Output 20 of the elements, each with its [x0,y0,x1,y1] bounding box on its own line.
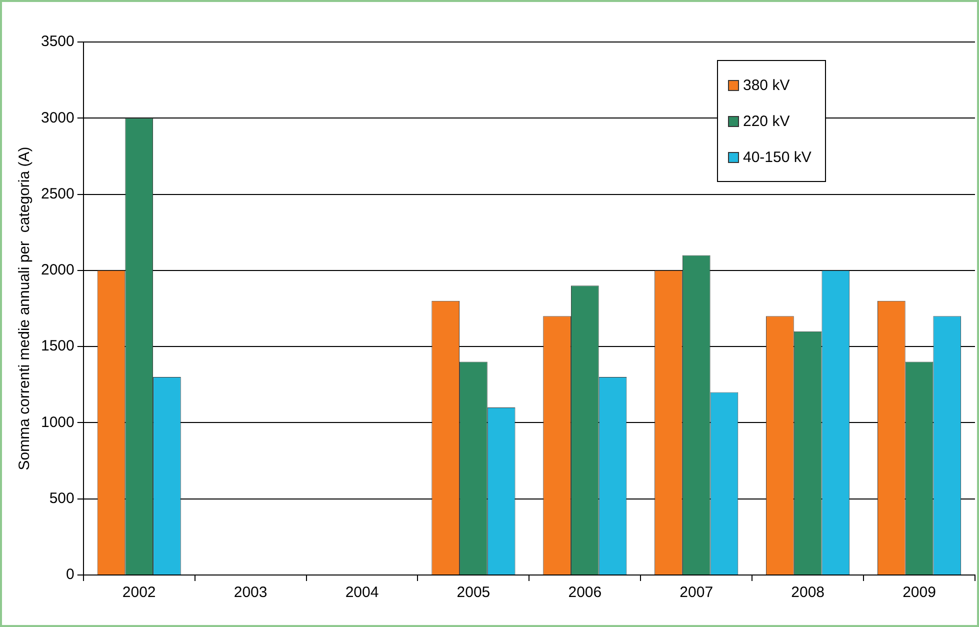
legend-label: 40-150 kV [743,148,812,166]
x-tick-label: 2005 [456,584,490,602]
y-tick-label: 500 [49,490,74,507]
y-tick-label: 1500 [40,338,74,355]
y-tick-label: 3500 [40,33,74,50]
legend-label: 380 kV [743,76,790,94]
y-tick-label: 2500 [40,185,74,202]
y-tick-label: 2000 [40,262,74,279]
y-tick-label: 0 [66,566,74,584]
x-tick-label: 2008 [791,584,825,602]
x-tick-label: 2007 [680,584,714,602]
y-tick-label: 1000 [40,414,74,431]
x-tick-label: 2009 [902,584,936,602]
y-tick-label: 3000 [40,109,74,126]
y-axis-title: Somma correnti medie annuali per categoria (A) [16,146,34,470]
x-tick-label: 2003 [234,584,268,602]
x-tick-label: 2004 [345,584,379,602]
legend-label: 220 kV [743,112,790,130]
x-tick-label: 2006 [568,584,602,602]
x-tick-label: 2002 [122,584,156,602]
